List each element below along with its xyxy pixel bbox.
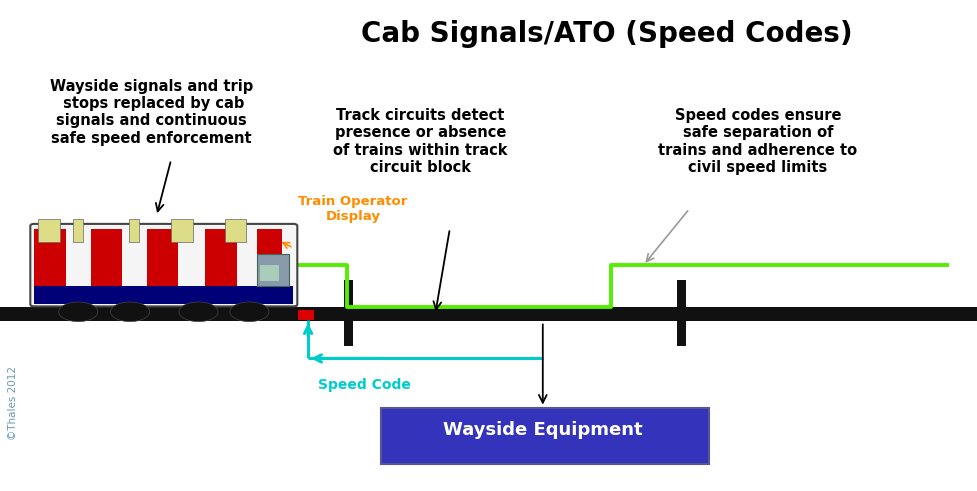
Bar (129, 219, 139, 242)
Text: Train Operator
Display: Train Operator Display (298, 194, 407, 223)
FancyBboxPatch shape (30, 224, 297, 306)
Bar (298, 310, 314, 320)
Circle shape (179, 302, 218, 322)
Bar (676, 280, 685, 346)
Text: Cab Signals/ATO (Speed Codes): Cab Signals/ATO (Speed Codes) (361, 20, 851, 48)
Bar (260, 265, 278, 281)
Text: Speed codes ensure
safe separation of
trains and adherence to
civil speed limits: Speed codes ensure safe separation of tr… (658, 108, 857, 175)
Circle shape (110, 302, 149, 322)
Bar (147, 229, 178, 286)
Circle shape (230, 302, 269, 322)
Text: Track circuits detect
presence or absence
of trains within track
circuit block: Track circuits detect presence or absenc… (333, 108, 507, 175)
Bar (73, 219, 83, 242)
Bar (344, 280, 353, 346)
Bar (0, 307, 977, 321)
Bar (205, 229, 236, 286)
Bar (91, 229, 122, 286)
Bar (171, 219, 192, 242)
Text: Speed Code: Speed Code (318, 379, 410, 392)
Text: Wayside Equipment: Wayside Equipment (443, 421, 642, 438)
Bar (34, 229, 65, 286)
Text: ©Thales 2012: ©Thales 2012 (8, 366, 18, 439)
Bar (34, 286, 293, 304)
Bar (381, 408, 708, 464)
Circle shape (59, 302, 98, 322)
Bar (38, 219, 60, 242)
Bar (257, 229, 281, 286)
Bar (225, 219, 246, 242)
Text: Wayside signals and trip
 stops replaced by cab
signals and continuous
safe spee: Wayside signals and trip stops replaced … (50, 79, 253, 146)
Bar (257, 254, 288, 286)
